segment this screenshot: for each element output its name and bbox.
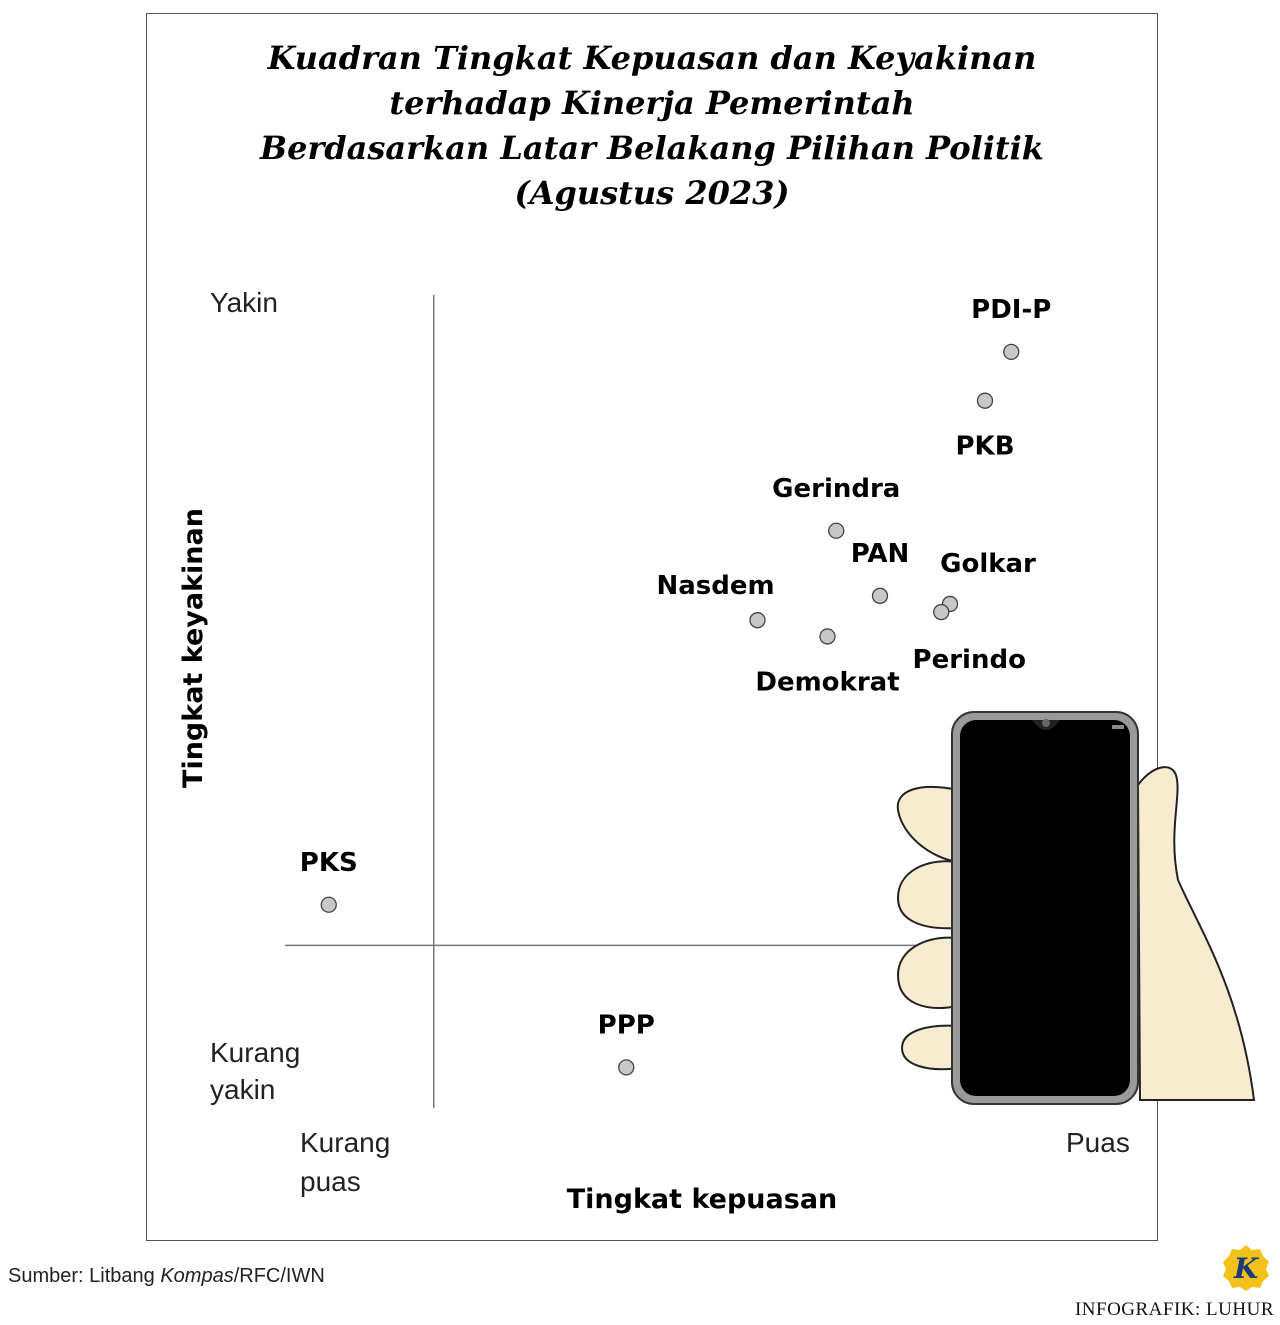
data-point-demokrat [819, 628, 836, 645]
point-label-ppp: PPP [598, 1010, 655, 1040]
chart-frame [146, 13, 1158, 1241]
data-point-perindo [933, 603, 950, 621]
y-axis-label: Tingkat keyakinan [178, 508, 209, 788]
point-label-nasdem: Nasdem [656, 571, 774, 601]
data-point-pan [871, 587, 889, 604]
title-line-3: Berdasarkan Latar Belakang Pilihan Polit… [260, 129, 1044, 167]
data-point-nasdem [749, 612, 766, 629]
kompas-logo: K [1223, 1245, 1269, 1291]
data-point-gerindra [828, 522, 845, 539]
point-label-pkb: PKB [955, 432, 1014, 462]
finger-2 [896, 860, 959, 930]
hand-illustration [1136, 766, 1256, 1101]
title-line-4: (Agustus 2023) [514, 174, 790, 212]
point-label-demokrat: Demokrat [755, 667, 899, 697]
x-high-label: Puas [1066, 1127, 1130, 1158]
quadrant-lines [285, 295, 955, 1108]
camera-icon [1042, 719, 1050, 727]
logo-letter: K [1233, 1252, 1260, 1285]
logo-badge [1223, 1245, 1269, 1291]
data-point-ppp [618, 1059, 635, 1076]
point-label-pks: PKS [300, 848, 358, 878]
source-suffix: /RFC/IWN [233, 1265, 325, 1287]
data-point-pkb [976, 392, 994, 409]
phone-screen [960, 720, 1130, 1096]
y-low-label-line-1: Kurang [210, 1037, 300, 1068]
chart-title: Kuadran Tingkat Kepuasan dan Keyakinan t… [146, 36, 1158, 216]
data-point-pdi-p [1003, 343, 1020, 361]
point-label-pan: PAN [851, 539, 910, 569]
point-label-perindo: Perindo [913, 645, 1026, 675]
finger-3 [896, 936, 959, 1009]
finger-1 [896, 786, 959, 864]
y-low-label-line-2: yakin [210, 1074, 275, 1105]
x-axis-label: Tingkat kepuasan [567, 1184, 838, 1215]
source-prefix: Sumber: Litbang [8, 1265, 161, 1287]
x-low-label-line-2: puas [300, 1166, 361, 1197]
infographic-credit: INFOGRAFIK: LUHUR [1074, 1299, 1274, 1320]
source-publisher: Kompas [160, 1265, 234, 1287]
battery-icon [1112, 725, 1124, 729]
y-high-label: Yakin [210, 287, 278, 318]
point-label-golkar: Golkar [940, 549, 1036, 579]
data-points: PDI-P PKB Gerindra PAN Golkar Perindo Nasdem De… [300, 295, 1051, 1076]
title-line-2: terhadap Kinerja Pemerintah [389, 84, 915, 122]
data-point-pks [320, 896, 337, 913]
source-note: Sumber: Litbang Kompas/RFC/IWN [8, 1265, 325, 1288]
x-low-label-line-1: Kurang [300, 1127, 390, 1158]
hand-phone-illustration [896, 711, 1256, 1105]
point-label-pdi-p: PDI-P [971, 295, 1051, 325]
point-label-gerindra: Gerindra [772, 474, 900, 504]
title-line-1: Kuadran Tingkat Kepuasan dan Keyakinan [267, 39, 1037, 77]
finger-4 [900, 1024, 959, 1071]
